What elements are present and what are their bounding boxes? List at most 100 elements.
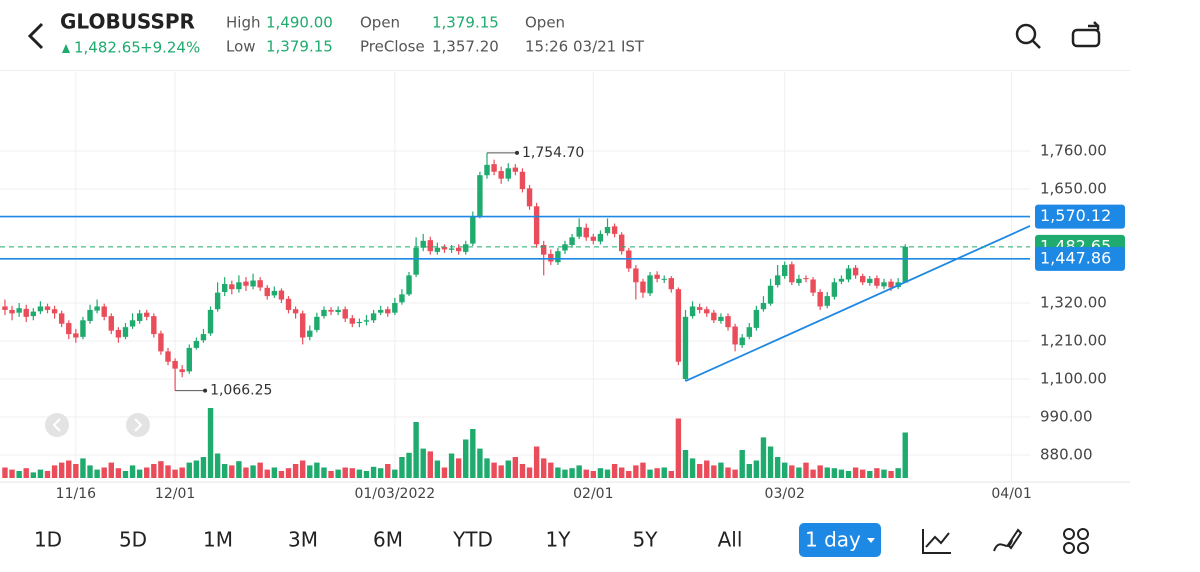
candle-body (647, 275, 653, 294)
volume-bar (193, 460, 200, 478)
candle-body (9, 309, 15, 314)
candle-body (668, 278, 675, 290)
candle-body (817, 291, 823, 307)
y-tick-label: 1,650.00 (1040, 180, 1107, 198)
volume-bar (349, 468, 356, 478)
draw-button[interactable] (993, 528, 1023, 552)
range-button[interactable]: All (718, 528, 743, 552)
candle-body (285, 298, 292, 310)
candle-body (725, 316, 731, 328)
volume-bar (335, 469, 341, 478)
candle-body (704, 309, 710, 314)
range-button[interactable]: YTD (452, 528, 493, 552)
candle-body (803, 278, 809, 280)
interval-button[interactable] (799, 523, 881, 557)
volume-bar (541, 458, 547, 478)
candle-body (222, 284, 228, 292)
candle-body (328, 309, 334, 312)
x-tick-label: 04/01 (991, 486, 1031, 502)
annotation-dot (514, 150, 519, 155)
volume-bar (200, 457, 207, 478)
candle-body (200, 334, 207, 341)
candle-body (307, 330, 313, 337)
range-button[interactable]: 6M (373, 528, 403, 552)
candle-body (441, 247, 448, 250)
range-button[interactable]: 5Y (633, 528, 659, 552)
range-button[interactable]: 1M (203, 528, 233, 552)
volume-bar (115, 468, 122, 478)
value: 1,357.20 (432, 38, 499, 56)
candle-body (158, 333, 164, 352)
candle-body (87, 309, 93, 321)
candle-body (746, 327, 752, 337)
volume-bar (526, 467, 533, 478)
candle-body (555, 251, 561, 263)
volume-bar (9, 469, 15, 478)
toolbar: 1D 5D 1M 3M 6M YTD 1Y 5Y All (34, 528, 742, 552)
volume-bar (626, 471, 632, 478)
volume-bar (299, 460, 306, 478)
volume-bar (37, 469, 44, 478)
candle-body (377, 309, 384, 313)
candle-body (860, 276, 866, 283)
candle-body (207, 309, 214, 334)
scroll-arrow (134, 418, 143, 432)
volume-bar (782, 462, 788, 478)
interval-label[interactable]: 1 day (805, 528, 861, 552)
volume-bar (51, 465, 58, 478)
volume-bar (2, 467, 8, 478)
volume-bar (87, 465, 93, 478)
volume-bar (611, 464, 618, 478)
scroll-button[interactable] (45, 413, 69, 437)
y-tick-label: 990.00 (1040, 407, 1093, 425)
candle-body (782, 265, 788, 277)
volume-bar (44, 471, 51, 478)
range-button[interactable]: 1Y (546, 528, 572, 552)
range-button[interactable]: 1D (34, 528, 62, 552)
candle-body (512, 167, 519, 172)
volume-bar (441, 467, 448, 478)
volume-bar (236, 461, 242, 478)
volume-bar (732, 469, 738, 478)
candle-body (186, 347, 192, 372)
volume-bar (264, 469, 270, 478)
more-button[interactable] (1063, 528, 1089, 554)
candle-body (264, 287, 270, 297)
volume-bar (356, 469, 363, 478)
volume-bar (292, 464, 299, 478)
scroll-button[interactable] (126, 413, 150, 437)
candle-body (292, 309, 299, 314)
range-button[interactable]: 3M (288, 528, 318, 552)
candle-body (597, 233, 604, 242)
volume-bar (845, 471, 852, 478)
y-tick-label: 1,210.00 (1040, 332, 1107, 350)
line-label-box (1035, 204, 1125, 229)
volume-bar (576, 465, 582, 478)
x-tick-label: 01/03/2022 (354, 486, 435, 502)
volume-bar (668, 471, 675, 478)
candle-body (831, 282, 838, 297)
candle-body (796, 278, 802, 283)
range-button[interactable]: 5D (119, 528, 147, 552)
candle-body (491, 164, 497, 172)
volume-bar (399, 457, 405, 478)
candle-body (413, 247, 419, 275)
volume-bar (214, 453, 221, 478)
x-tick-label: 02/01 (573, 486, 613, 502)
search-button[interactable] (1015, 23, 1041, 49)
volume-bar (689, 458, 696, 478)
candle-body (519, 171, 526, 190)
annotation-label: 1,754.70 (522, 145, 584, 161)
volume-bar (285, 468, 292, 478)
candle-body (94, 306, 100, 311)
back-button[interactable] (27, 22, 44, 50)
candle-body (151, 316, 157, 335)
volume-bar (363, 471, 370, 478)
candle-body (30, 311, 37, 317)
indicator-button[interactable] (922, 529, 951, 554)
rotate-button[interactable] (1071, 21, 1101, 48)
volume-bar (498, 465, 504, 478)
candle-body (760, 303, 767, 310)
volume-bar (58, 462, 65, 478)
volume-bar (80, 458, 86, 478)
